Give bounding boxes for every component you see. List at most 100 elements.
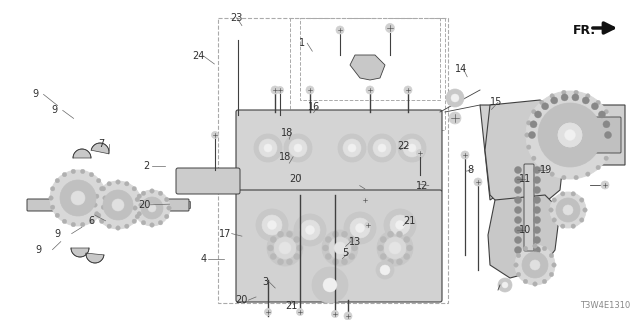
Circle shape bbox=[398, 134, 426, 162]
Circle shape bbox=[404, 236, 410, 243]
Circle shape bbox=[515, 236, 522, 244]
Polygon shape bbox=[488, 195, 560, 278]
Circle shape bbox=[338, 134, 366, 162]
Circle shape bbox=[534, 206, 541, 213]
Circle shape bbox=[342, 259, 348, 265]
Circle shape bbox=[332, 310, 339, 317]
Circle shape bbox=[125, 181, 129, 186]
Circle shape bbox=[333, 259, 339, 265]
Circle shape bbox=[515, 206, 522, 213]
Text: 20: 20 bbox=[236, 295, 248, 305]
FancyBboxPatch shape bbox=[569, 117, 621, 153]
Circle shape bbox=[334, 242, 346, 254]
Circle shape bbox=[294, 214, 326, 246]
Circle shape bbox=[534, 227, 541, 234]
Text: 1: 1 bbox=[299, 38, 305, 48]
Circle shape bbox=[132, 187, 136, 191]
Circle shape bbox=[526, 91, 614, 179]
Circle shape bbox=[148, 204, 156, 212]
Circle shape bbox=[305, 226, 314, 235]
Circle shape bbox=[516, 253, 521, 258]
Circle shape bbox=[542, 246, 547, 251]
Circle shape bbox=[527, 145, 531, 149]
Circle shape bbox=[404, 253, 410, 260]
Circle shape bbox=[451, 94, 459, 102]
FancyBboxPatch shape bbox=[524, 164, 534, 251]
Circle shape bbox=[542, 279, 547, 284]
Circle shape bbox=[563, 205, 573, 215]
Circle shape bbox=[598, 111, 605, 118]
Polygon shape bbox=[240, 115, 440, 185]
Circle shape bbox=[362, 197, 368, 203]
Circle shape bbox=[604, 156, 609, 160]
Circle shape bbox=[81, 222, 85, 227]
Circle shape bbox=[81, 169, 85, 174]
Circle shape bbox=[550, 172, 554, 176]
Circle shape bbox=[515, 177, 522, 183]
Circle shape bbox=[552, 198, 556, 202]
Circle shape bbox=[550, 192, 586, 228]
Circle shape bbox=[296, 245, 303, 251]
Polygon shape bbox=[73, 149, 91, 158]
Circle shape bbox=[139, 203, 143, 207]
Circle shape bbox=[333, 231, 339, 237]
Circle shape bbox=[605, 132, 611, 139]
Circle shape bbox=[552, 263, 556, 267]
Polygon shape bbox=[71, 248, 89, 257]
Text: 17: 17 bbox=[219, 228, 232, 239]
Circle shape bbox=[571, 224, 575, 228]
Text: 23: 23 bbox=[230, 12, 243, 23]
Circle shape bbox=[100, 219, 104, 223]
Circle shape bbox=[540, 165, 544, 170]
Circle shape bbox=[572, 94, 579, 101]
Circle shape bbox=[268, 245, 273, 251]
FancyBboxPatch shape bbox=[236, 110, 442, 192]
Circle shape bbox=[284, 134, 312, 162]
Text: 21: 21 bbox=[285, 300, 298, 311]
Circle shape bbox=[384, 209, 416, 241]
Circle shape bbox=[365, 222, 371, 228]
Circle shape bbox=[571, 192, 575, 196]
Circle shape bbox=[534, 246, 541, 253]
Circle shape bbox=[259, 139, 277, 157]
Circle shape bbox=[262, 215, 282, 235]
Circle shape bbox=[548, 208, 553, 212]
Circle shape bbox=[461, 151, 469, 159]
Circle shape bbox=[135, 214, 140, 219]
Circle shape bbox=[300, 220, 320, 240]
Circle shape bbox=[95, 212, 99, 216]
Circle shape bbox=[264, 144, 272, 152]
Text: 21: 21 bbox=[403, 216, 416, 226]
Polygon shape bbox=[91, 143, 109, 154]
Circle shape bbox=[325, 253, 332, 260]
Circle shape bbox=[264, 308, 271, 316]
Circle shape bbox=[562, 175, 566, 180]
Circle shape bbox=[158, 191, 163, 196]
Circle shape bbox=[289, 139, 307, 157]
Polygon shape bbox=[86, 253, 104, 263]
Circle shape bbox=[103, 196, 108, 200]
Circle shape bbox=[125, 224, 129, 228]
Circle shape bbox=[71, 169, 76, 174]
Circle shape bbox=[97, 213, 101, 218]
Circle shape bbox=[387, 259, 394, 265]
Circle shape bbox=[350, 218, 370, 238]
Circle shape bbox=[94, 181, 142, 229]
Circle shape bbox=[90, 172, 93, 177]
Text: 2: 2 bbox=[143, 161, 149, 172]
Text: 6: 6 bbox=[88, 216, 95, 226]
Circle shape bbox=[296, 308, 303, 316]
Circle shape bbox=[580, 218, 584, 222]
Circle shape bbox=[164, 214, 169, 219]
Circle shape bbox=[586, 172, 590, 176]
Circle shape bbox=[522, 252, 548, 278]
Circle shape bbox=[550, 94, 554, 98]
Text: 18: 18 bbox=[280, 128, 293, 138]
Circle shape bbox=[351, 245, 358, 251]
Circle shape bbox=[377, 230, 413, 266]
Circle shape bbox=[389, 242, 401, 254]
Circle shape bbox=[294, 144, 302, 152]
Circle shape bbox=[71, 191, 85, 205]
Circle shape bbox=[390, 215, 410, 235]
Circle shape bbox=[380, 236, 387, 243]
